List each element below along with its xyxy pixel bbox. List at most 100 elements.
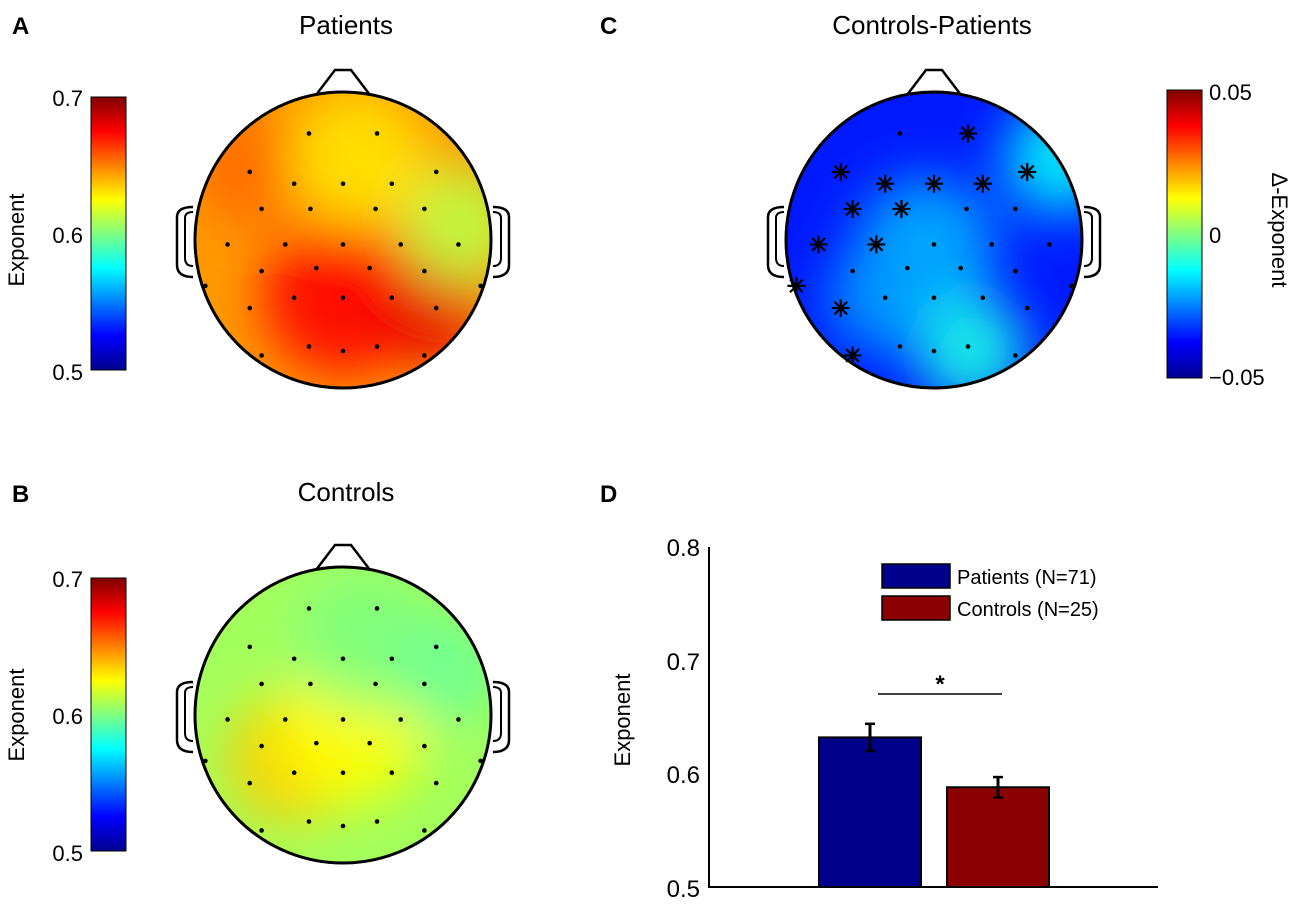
electrode-dot [314, 265, 319, 271]
significant-electrode-star [876, 174, 895, 193]
electrode-dot [373, 681, 378, 687]
head-outline [784, 90, 1084, 390]
topomap-difference [766, 68, 1102, 390]
electrode-dot [374, 344, 380, 349]
significant-electrode-star [892, 199, 911, 218]
panel-letter-d: D [600, 481, 617, 508]
electrode-dot [897, 131, 903, 136]
right-ear [492, 680, 511, 754]
panel-letter-a: A [12, 13, 29, 40]
electrode-dot [398, 717, 404, 722]
left-ear-inner [184, 211, 194, 267]
electrode-dot [1024, 305, 1030, 311]
electrode-dot [422, 828, 427, 833]
significant-electrode-star [809, 235, 828, 254]
significant-electrode-star [843, 346, 862, 365]
error-bar-controls [993, 775, 1003, 799]
legend-label-patients: Patients (N=71) [957, 567, 1097, 589]
electrode-dot [433, 644, 439, 650]
electrode-dot [422, 743, 427, 749]
panel-letter-b: B [12, 481, 29, 508]
colorbar-b [90, 577, 127, 852]
significant-electrode-star [831, 162, 850, 181]
left-ear [175, 680, 194, 754]
electrode-dot [931, 242, 937, 247]
significant-electrode-star [1018, 162, 1037, 181]
electrode-dot [478, 283, 483, 289]
right-ear-inner [492, 211, 502, 267]
electrode-dot [225, 717, 230, 722]
electrode-dot [306, 819, 312, 824]
electrode-dot [340, 823, 346, 829]
electrode-dot [340, 348, 346, 354]
electrode-dot [203, 758, 208, 764]
electrode-dot [314, 740, 319, 746]
electrode-dot [306, 131, 312, 136]
electrode-dot [422, 268, 427, 274]
electrode-dot [478, 758, 483, 764]
electrode-dot [247, 780, 253, 786]
panel-letter-c: C [600, 13, 617, 40]
electrode-dot [282, 717, 288, 722]
nose [315, 543, 371, 571]
electrode-dot [456, 717, 461, 722]
colorbar-c-tick-top: 0.05 [1209, 80, 1252, 105]
colorbar-a-label: Exponent [4, 194, 29, 287]
electrode-dot [374, 819, 380, 824]
electrode-dot [374, 606, 380, 611]
nose [906, 68, 962, 96]
heatmap-hotspot-left-parietal [827, 244, 938, 355]
left-ear-inner [184, 686, 194, 742]
electrode-dot [398, 242, 404, 247]
electrode-dot [389, 770, 395, 776]
electrode-dot [965, 344, 971, 349]
electrode-dot [259, 206, 264, 212]
electrode-dot [340, 181, 346, 187]
electrode-dot [1013, 353, 1018, 358]
y-tick-0-5: 0.5 [667, 876, 700, 903]
electrode-dot [433, 305, 439, 311]
colorbar-c-label: Δ-Exponent [1267, 173, 1292, 288]
heatmap-hotspot-frontal-midline [287, 92, 428, 229]
electrode-dot [306, 606, 312, 611]
legend-swatch-patients [881, 563, 951, 589]
legend-label-controls: Controls (N=25) [957, 599, 1099, 621]
error-bar-patients [865, 722, 875, 753]
significant-electrode-star [867, 235, 886, 254]
colorbar-c [1166, 89, 1203, 379]
colorbar-a-tick-mid: 0.6 [52, 223, 83, 248]
electrode-dot [373, 206, 378, 212]
electrode-dot [389, 181, 395, 187]
electrode-dot [456, 242, 461, 247]
electrode-dot [897, 344, 903, 349]
electrode-dot [905, 265, 910, 271]
electrode-dot [340, 295, 346, 301]
bar-chart: 0.8 0.7 0.6 0.5 Exponent * Patients (N=7… [610, 535, 1158, 903]
nose [315, 68, 371, 96]
colorbar-c-tick-mid: 0 [1209, 223, 1221, 248]
electrode-dot [850, 268, 855, 274]
y-tick-0-8: 0.8 [667, 535, 700, 562]
left-ear [175, 205, 194, 279]
electrode-dot [389, 295, 395, 301]
head-outline [193, 90, 493, 390]
electrode-dot [291, 295, 297, 301]
significant-electrode-star [831, 299, 850, 318]
electrode-dot [882, 295, 888, 301]
electrode-dot [259, 268, 264, 274]
electrode-dot [989, 242, 995, 247]
significance-star: * [935, 671, 945, 698]
colorbar-a-tick-top: 0.7 [52, 86, 83, 111]
electrode-dot [1069, 283, 1074, 289]
electrode-dot [964, 206, 969, 212]
electrode-dot [340, 770, 346, 776]
y-axis-label: Exponent [610, 674, 635, 767]
electrode-dot [203, 283, 208, 289]
electrode-dot [980, 295, 986, 301]
electrode-dot [340, 656, 346, 662]
electrode-dot [259, 681, 264, 687]
electrode-dot [340, 242, 346, 247]
significant-electrode-star [843, 199, 862, 218]
colorbar-b-tick-mid: 0.6 [52, 704, 83, 729]
